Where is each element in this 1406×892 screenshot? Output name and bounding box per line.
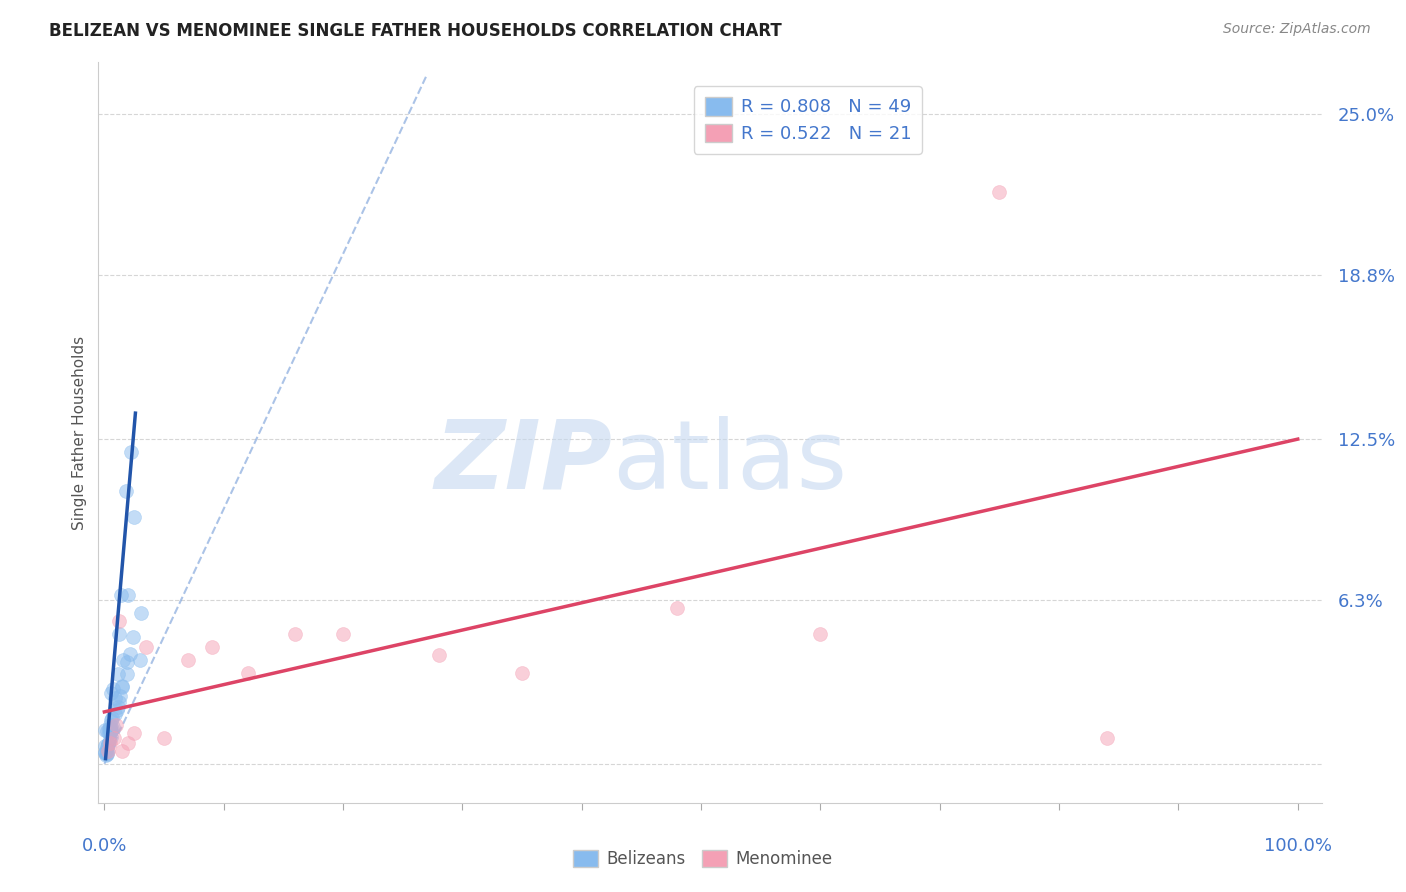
Point [100,711,122,725]
Y-axis label: Single Father Households: Single Father Households [72,335,87,530]
Point [115,484,138,499]
Point [105,718,128,732]
Text: 0.0%: 0.0% [82,837,127,855]
Point [100,723,122,738]
Point [94,746,117,760]
Point [108,694,131,708]
Point [117,656,139,670]
Point [117,588,139,602]
Point [107,627,129,641]
Text: atlas: atlas [612,416,848,508]
Legend: R = 0.808   N = 49, R = 0.522   N = 21: R = 0.808 N = 49, R = 0.522 N = 21 [693,87,922,153]
Point [103,731,125,745]
Point [1095,731,1118,745]
Point [111,744,134,758]
Point [120,445,142,459]
Point [101,720,124,734]
Point [510,665,533,680]
Point [94,745,117,759]
Point [100,724,122,739]
Point [98,722,121,736]
Point [122,630,145,644]
Point [100,685,122,699]
Point [107,614,129,628]
Point [97,722,120,736]
Point [117,667,139,681]
Text: 100.0%: 100.0% [1264,837,1331,855]
Point [96,747,118,761]
Legend: Belizeans, Menominee: Belizeans, Menominee [567,843,839,875]
Point [104,690,127,705]
Point [94,739,117,753]
Point [105,703,128,717]
Point [129,606,152,620]
Point [129,653,152,667]
Point [988,186,1011,200]
Point [97,744,120,758]
Point [96,742,118,756]
Point [117,736,139,750]
Point [97,737,120,751]
Point [236,665,259,680]
Point [100,730,122,744]
Point [98,726,121,740]
Point [94,723,117,738]
Point [122,510,145,524]
Point [107,667,129,681]
Point [111,679,134,693]
Point [110,588,132,602]
Point [96,740,118,755]
Point [96,724,118,739]
Text: ZIP: ZIP [434,416,612,508]
Point [111,680,134,694]
Point [122,725,145,739]
Point [100,725,122,739]
Point [810,627,832,641]
Point [284,627,307,641]
Point [98,736,121,750]
Point [332,627,354,641]
Point [98,718,121,732]
Point [666,601,689,615]
Point [153,731,176,745]
Point [94,747,117,762]
Point [427,648,450,662]
Text: BELIZEAN VS MENOMINEE SINGLE FATHER HOUSEHOLDS CORRELATION CHART: BELIZEAN VS MENOMINEE SINGLE FATHER HOUS… [49,22,782,40]
Point [101,682,124,697]
Point [177,653,200,667]
Point [97,737,120,751]
Point [96,747,118,761]
Point [104,707,127,722]
Point [101,723,124,737]
Text: Source: ZipAtlas.com: Source: ZipAtlas.com [1223,22,1371,37]
Point [97,734,120,748]
Point [107,700,129,714]
Point [112,653,135,667]
Point [201,640,224,654]
Point [100,714,122,728]
Point [135,640,157,654]
Point [108,689,131,703]
Point [118,647,141,661]
